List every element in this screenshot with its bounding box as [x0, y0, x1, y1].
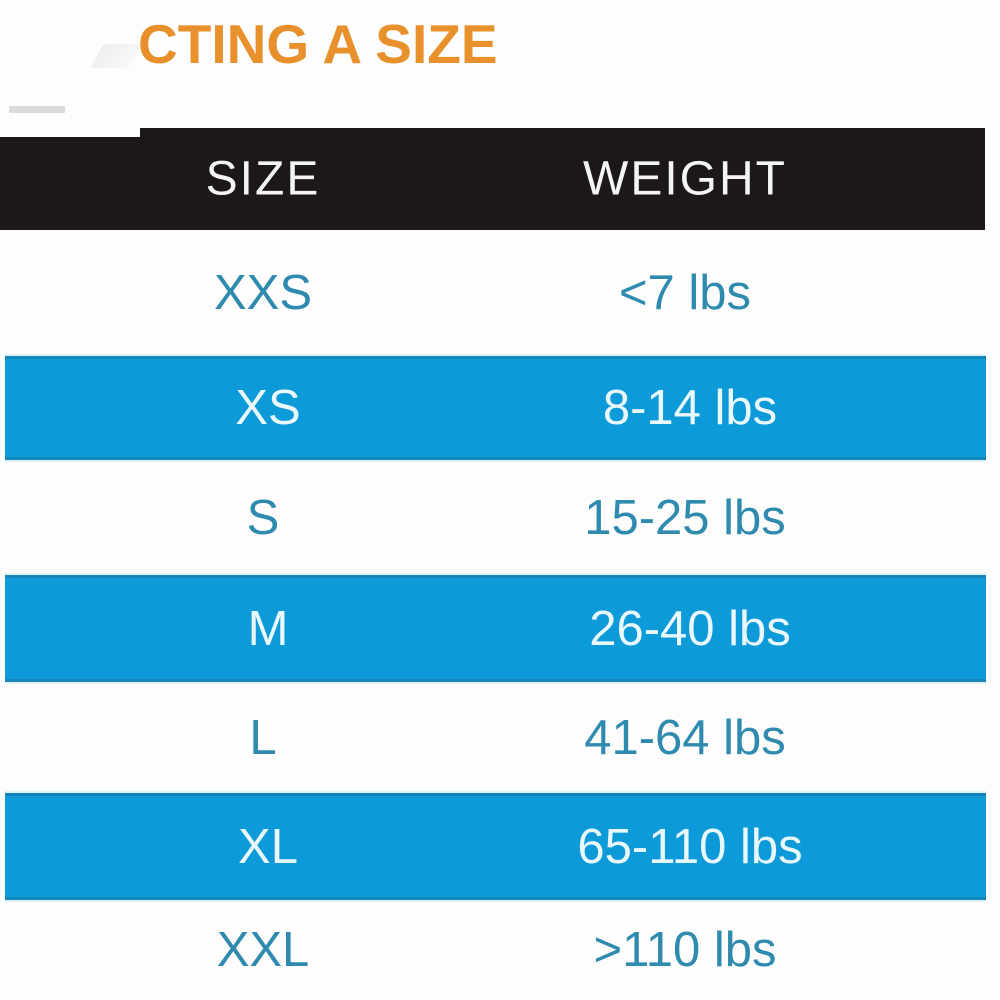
table-row-l: L 41-64 lbs — [0, 682, 1000, 793]
header-band-step — [0, 128, 140, 137]
weight-cell: 41-64 lbs — [584, 710, 786, 765]
crop-artifact-left-of-title — [90, 44, 142, 68]
weight-cell: 26-40 lbs — [589, 601, 791, 656]
size-cell: XXS — [213, 266, 313, 320]
size-cell: XL — [238, 819, 298, 874]
size-cell: M — [247, 601, 289, 656]
table-row-xl: XL 65-110 lbs — [5, 793, 986, 900]
size-cell: S — [246, 490, 280, 545]
weight-cell: 8-14 lbs — [602, 381, 778, 435]
size-cell: XXL — [216, 923, 310, 977]
weight-cell: 15-25 lbs — [584, 490, 786, 545]
size-cell: L — [249, 710, 277, 765]
table-row-s: S 15-25 lbs — [0, 460, 1000, 575]
table-row-xs: XS 8-14 lbs — [5, 356, 986, 460]
column-header-size: SIZE — [205, 152, 321, 206]
page-title: CTING A SIZE — [138, 13, 498, 75]
table-row-xxs: XXS <7 lbs — [0, 230, 1000, 356]
table-header-band: SIZE WEIGHT — [0, 128, 985, 230]
weight-cell: <7 lbs — [618, 266, 752, 320]
size-cell: XS — [235, 381, 301, 435]
weight-cell: 65-110 lbs — [577, 819, 803, 874]
weight-cell: >110 lbs — [593, 923, 777, 977]
table-row-m: M 26-40 lbs — [5, 575, 986, 682]
column-header-weight: WEIGHT — [583, 152, 787, 206]
crop-artifact-above-header — [9, 106, 65, 113]
table-row-xxl: XXL >110 lbs — [0, 900, 1000, 1000]
table-body: XXS <7 lbs XS 8-14 lbs S 15-25 lbs M 26-… — [0, 230, 1000, 1000]
